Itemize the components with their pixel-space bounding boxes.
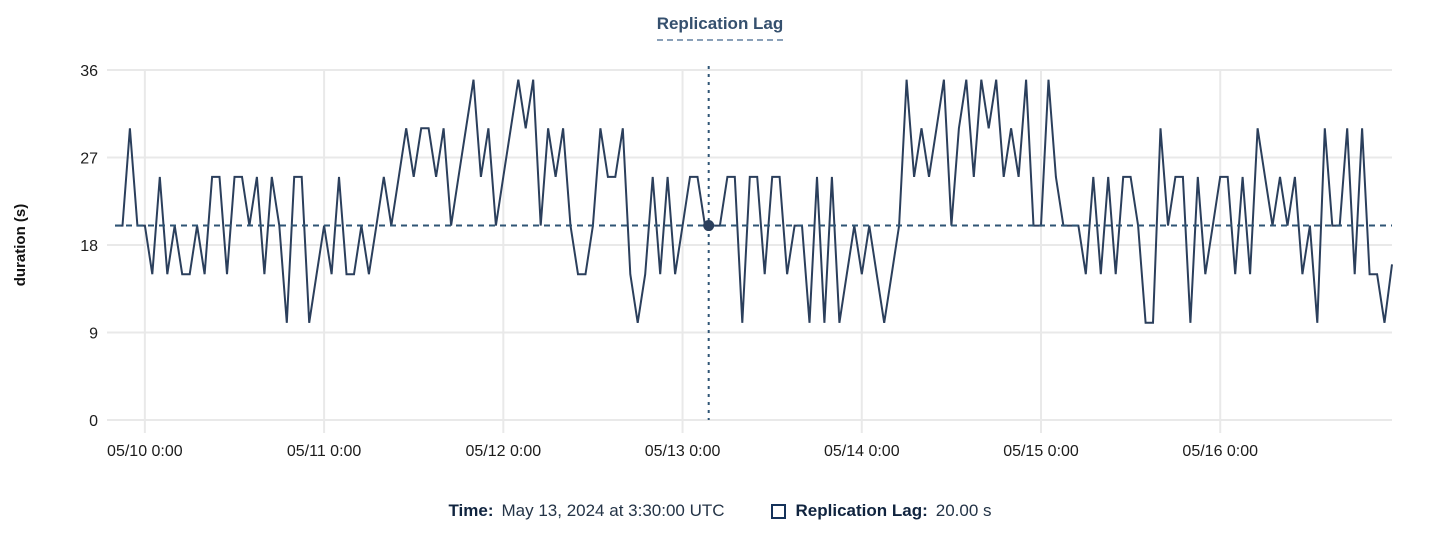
- time-readout: Time: May 13, 2024 at 3:30:00 UTC: [448, 501, 724, 521]
- x-tick-label: 05/16 0:00: [1182, 443, 1258, 460]
- square-outline-icon[interactable]: [770, 503, 786, 519]
- y-tick-label: 36: [80, 63, 98, 80]
- y-tick-label: 9: [89, 326, 98, 343]
- series-value: 20.00 s: [935, 501, 992, 520]
- x-tick-label: 05/15 0:00: [1003, 443, 1079, 460]
- x-tick-label: 05/11 0:00: [287, 443, 362, 460]
- y-tick-label: 27: [80, 151, 98, 168]
- y-tick-label: 0: [89, 413, 98, 430]
- x-tick-label: 05/10 0:00: [107, 443, 183, 460]
- y-axis-title: duration (s): [12, 204, 29, 287]
- chart-title[interactable]: Replication Lag: [656, 14, 784, 41]
- y-tick-label: 18: [80, 238, 98, 255]
- line-chart[interactable]: 0 9 18 27 36 05/10 0:00 05/11 0:00 05/12 0:00 05…: [0, 0, 1440, 475]
- time-label: Time:: [448, 501, 494, 520]
- series-readout[interactable]: Replication Lag: 20.00 s: [770, 501, 992, 521]
- hover-readout-legend: Time: May 13, 2024 at 3:30:00 UTC Replic…: [0, 501, 1440, 521]
- hover-dot[interactable]: [703, 220, 715, 232]
- x-tick-label: 05/13 0:00: [645, 443, 721, 460]
- time-value: May 13, 2024 at 3:30:00 UTC: [501, 501, 725, 520]
- series-label[interactable]: Replication Lag:: [795, 501, 928, 520]
- x-tick-label: 05/12 0:00: [466, 443, 542, 460]
- series-line: [115, 79, 1393, 324]
- x-tick-label: 05/14 0:00: [824, 443, 900, 460]
- chart-title-row: Replication Lag: [0, 14, 1440, 41]
